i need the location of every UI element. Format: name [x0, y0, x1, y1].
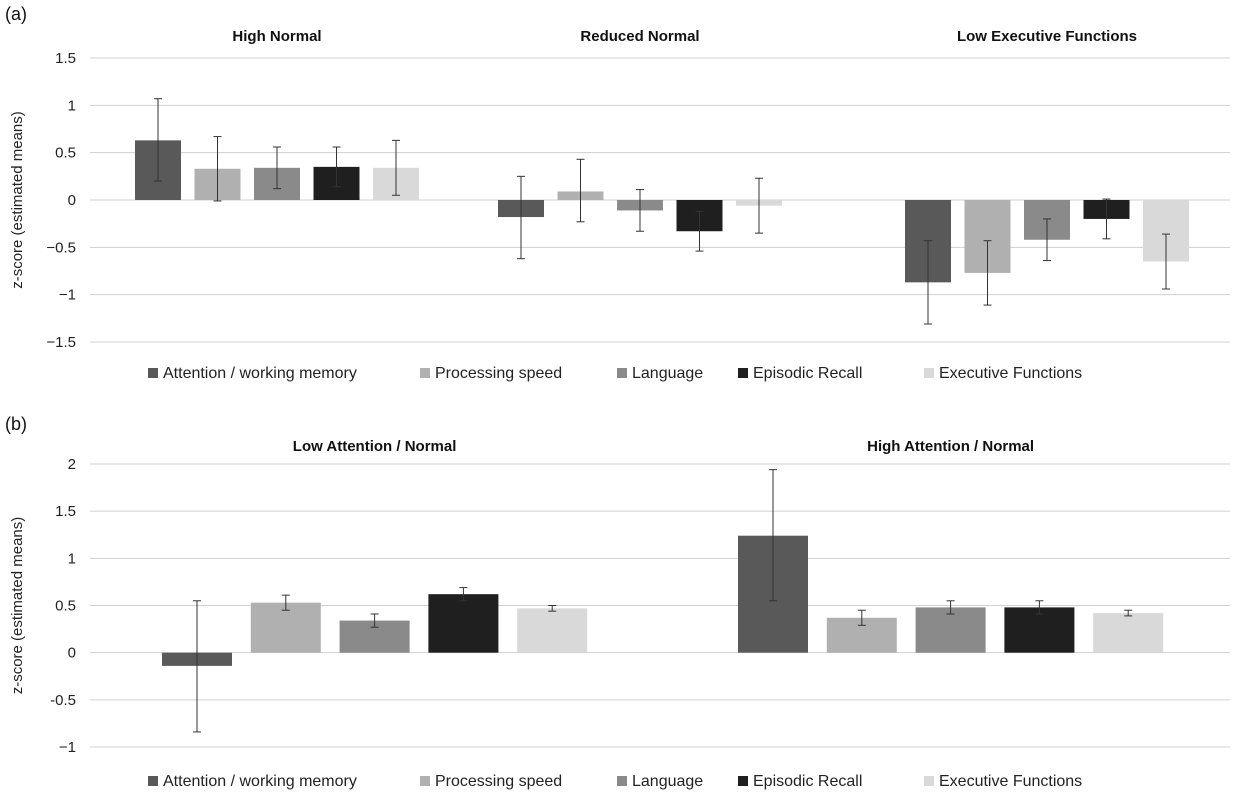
legend-swatch-processing-speed — [420, 776, 430, 786]
group-title-high-normal: High Normal — [232, 28, 321, 45]
y-tick-label: 0.5 — [55, 145, 76, 162]
panel-label-a: (a) — [5, 4, 27, 24]
legend-label-episodic-recall: Episodic Recall — [753, 773, 862, 790]
y-tick-label: 0.5 — [55, 598, 76, 615]
y-tick-label: −0.5 — [46, 239, 76, 256]
y-tick-label: -0.5 — [50, 692, 76, 709]
legend-label-language: Language — [632, 773, 703, 790]
legend-swatch-attention-working-memory — [148, 368, 158, 378]
legend-swatch-language — [617, 776, 627, 786]
y-tick-label: 0 — [68, 645, 76, 662]
bar-high-attention-normal-executive-functions — [1093, 613, 1164, 653]
y-tick-label: −1 — [59, 287, 76, 304]
y-tick-label: 1 — [68, 550, 76, 567]
legend-swatch-episodic-recall — [738, 368, 748, 378]
bar-high-attention-normal-language — [915, 607, 986, 653]
y-axis-label: z-score (estimated means) — [9, 111, 26, 289]
legend-swatch-executive-functions — [924, 368, 934, 378]
legend-label-language: Language — [632, 365, 703, 382]
legend-swatch-language — [617, 368, 627, 378]
y-tick-label: 1.5 — [55, 50, 76, 67]
legend-swatch-attention-working-memory — [148, 776, 158, 786]
group-title-low-attention-normal: Low Attention / Normal — [293, 438, 457, 455]
y-tick-label: 1 — [68, 97, 76, 114]
bar-low-attention-normal-processing-speed — [250, 602, 321, 653]
legend-label-processing-speed: Processing speed — [435, 773, 562, 790]
group-title-reduced-normal: Reduced Normal — [580, 28, 699, 45]
legend-swatch-executive-functions — [924, 776, 934, 786]
legend-swatch-episodic-recall — [738, 776, 748, 786]
bar-low-attention-normal-episodic-recall — [428, 594, 499, 653]
legend-label-executive-functions: Executive Functions — [939, 773, 1082, 790]
legend-label-attention-working-memory: Attention / working memory — [163, 365, 357, 382]
group-title-high-attention-normal: High Attention / Normal — [867, 438, 1034, 455]
chart-b: 2 1.5 1 0.5 0 -0.5 −1 z-score (estimated means)… — [9, 438, 1230, 790]
legend-label-processing-speed: Processing speed — [435, 365, 562, 382]
group-title-low-executive-functions: Low Executive Functions — [957, 28, 1137, 45]
bar-high-attention-normal-episodic-recall — [1004, 607, 1075, 653]
legend-label-attention-working-memory: Attention / working memory — [163, 773, 357, 790]
panel-label-b: (b) — [5, 414, 27, 434]
y-axis-label: z-score (estimated means) — [9, 517, 26, 695]
legend-swatch-processing-speed — [420, 368, 430, 378]
y-tick-label: 1.5 — [55, 503, 76, 520]
y-tick-label: 2 — [68, 456, 76, 473]
bar-low-attention-normal-executive-functions — [517, 608, 588, 653]
legend-label-executive-functions: Executive Functions — [939, 365, 1082, 382]
y-tick-label: −1.5 — [46, 334, 76, 351]
y-tick-label: −1 — [59, 739, 76, 756]
chart-a: 1.5 1 0.5 0 −0.5 −1 −1.5 z-score (estimated mea… — [9, 28, 1230, 382]
legend-label-episodic-recall: Episodic Recall — [753, 365, 862, 382]
y-tick-label: 0 — [68, 192, 76, 209]
